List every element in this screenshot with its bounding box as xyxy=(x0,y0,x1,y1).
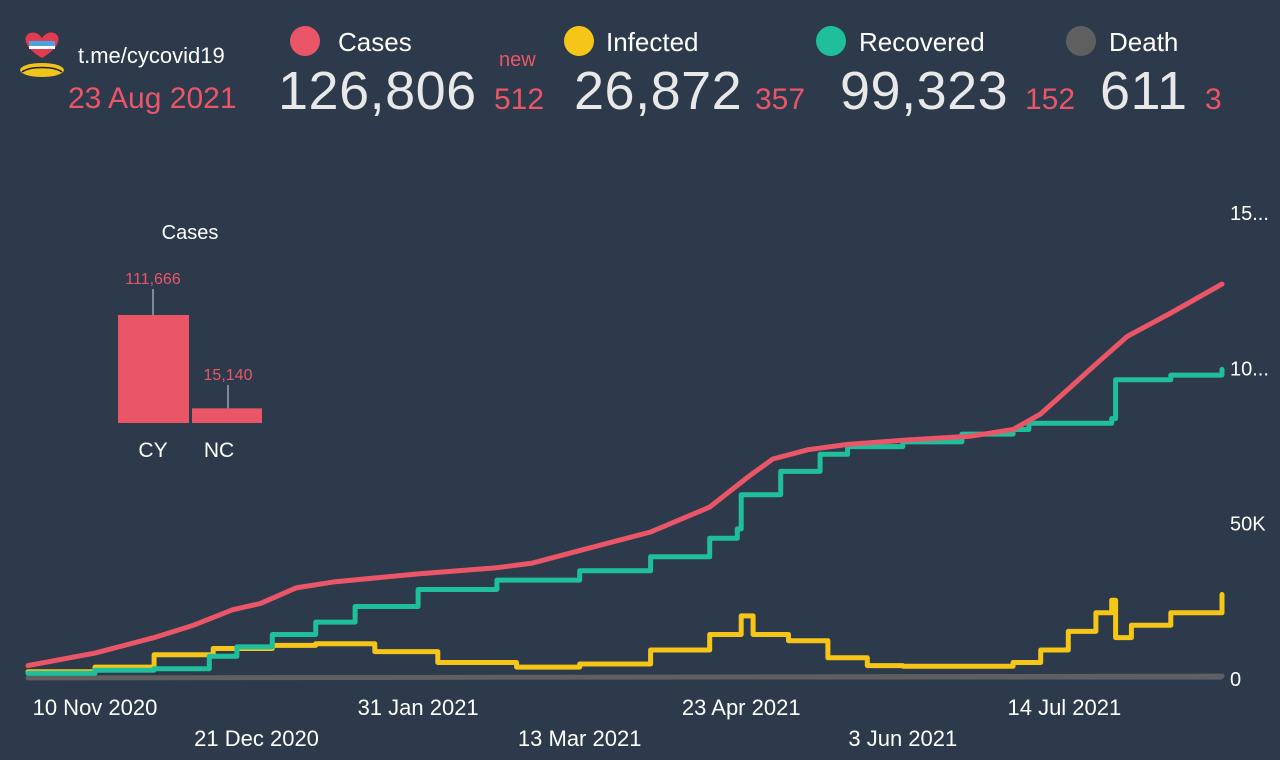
death-value: 611 xyxy=(1100,61,1188,121)
bar-chart-title: Cases xyxy=(162,222,219,244)
recovered-legend-dot xyxy=(816,26,846,56)
bar-category-label: CY xyxy=(138,439,167,462)
bar-value-label: 111,666 xyxy=(125,271,181,288)
channel-url[interactable]: t.me/cycovid19 xyxy=(78,43,225,68)
infected-label: Infected xyxy=(606,27,699,57)
y-tick-label: 15... xyxy=(1230,203,1269,225)
series-line-recovered xyxy=(25,366,1225,676)
series-line-cases xyxy=(25,281,1225,669)
death-label: Death xyxy=(1109,27,1179,57)
cases-legend-dot xyxy=(290,26,320,56)
series-line-infected xyxy=(25,592,1225,675)
y-tick-label: 10... xyxy=(1230,358,1269,380)
x-tick-label: 23 Apr 2021 xyxy=(682,695,801,720)
x-tick-label: 21 Dec 2020 xyxy=(194,726,319,751)
report-date: 23 Aug 2021 xyxy=(68,82,237,115)
cases-value: 126,806 xyxy=(278,61,477,121)
bar-nc xyxy=(192,408,262,423)
x-tick-label: 31 Jan 2021 xyxy=(358,695,479,720)
recovered-delta: 152 xyxy=(1025,83,1076,116)
new-label: new xyxy=(499,49,536,71)
death-legend-dot xyxy=(1066,26,1096,56)
series-line-death xyxy=(25,673,1225,681)
y-tick-label: 0 xyxy=(1230,669,1241,691)
x-tick-label: 3 Jun 2021 xyxy=(848,726,957,751)
bar-value-label: 15,140 xyxy=(204,367,253,384)
cases-label: Cases xyxy=(338,27,412,57)
y-tick-label: 50K xyxy=(1230,514,1266,536)
infected-legend-dot xyxy=(564,26,594,56)
bar-cy xyxy=(118,315,189,423)
recovered-label: Recovered xyxy=(859,27,985,57)
channel-logo xyxy=(14,28,70,88)
infected-value: 26,872 xyxy=(574,61,743,121)
recovered-value: 99,323 xyxy=(840,61,1009,121)
bar-category-label: NC xyxy=(204,439,234,462)
death-delta: 3 xyxy=(1205,83,1222,116)
x-tick-label: 14 Jul 2021 xyxy=(1007,695,1121,720)
infected-delta: 357 xyxy=(755,83,806,116)
x-tick-label: 10 Nov 2020 xyxy=(33,695,158,720)
cases-delta: 512 xyxy=(494,83,545,116)
x-tick-label: 13 Mar 2021 xyxy=(518,726,642,751)
